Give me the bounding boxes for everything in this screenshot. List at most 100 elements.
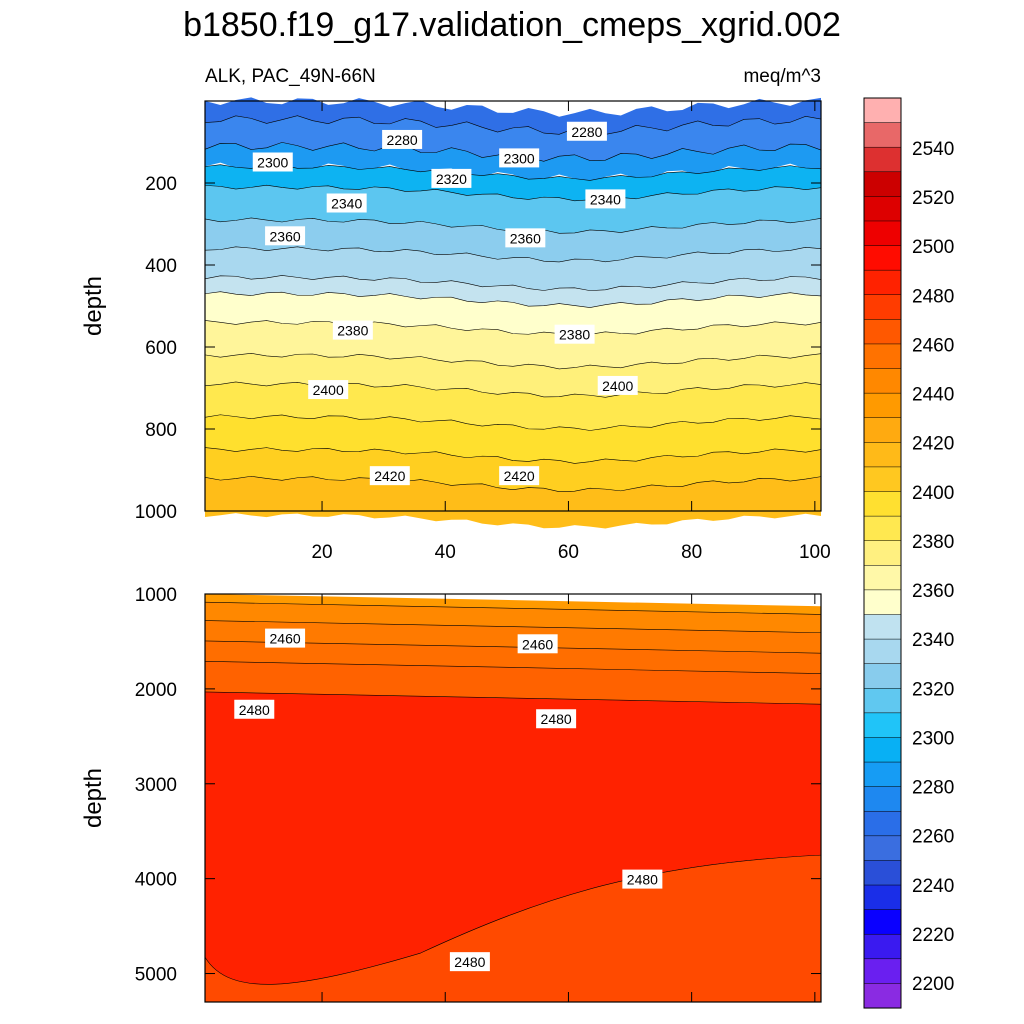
- colorbar-label: 2380: [912, 532, 954, 553]
- contour-label-text: 2280: [571, 124, 602, 140]
- lower-y-axis-label: depth: [80, 768, 107, 828]
- contour-label-text: 2320: [436, 171, 467, 187]
- contour-label-text: 2300: [504, 150, 535, 166]
- contour-label: 2400: [308, 380, 349, 400]
- contour-label: 2420: [369, 466, 410, 486]
- contour-label: 2280: [566, 121, 607, 141]
- contour-label: 2300: [499, 148, 540, 168]
- contour-label-text: 2460: [522, 636, 553, 652]
- contour-label-text: 2300: [257, 155, 288, 171]
- contour-label: 2400: [597, 375, 638, 395]
- colorbar-swatch: [863, 663, 902, 689]
- lower-orange-region: [205, 855, 821, 1002]
- contour-label-text: 2380: [337, 323, 368, 339]
- lower-contour-band: [205, 620, 821, 654]
- upper-contour-line: [204, 164, 822, 181]
- colorbar-label: 2280: [912, 778, 954, 799]
- contour-label: 2480: [449, 952, 490, 972]
- colorbar-label: 2460: [912, 335, 954, 356]
- upper-contour-line: [204, 291, 822, 308]
- contour-label-box: [554, 324, 595, 344]
- contour-label: 2420: [499, 466, 540, 486]
- upper-contour-line: [204, 246, 822, 263]
- contour-label-text: 2340: [590, 191, 621, 207]
- upper-contour-line: [204, 275, 822, 291]
- colorbar-swatch: [863, 786, 902, 812]
- upper-ytick-label: 400: [145, 256, 177, 277]
- upper-contour-band: [205, 291, 821, 337]
- colorbar-swatch: [863, 614, 902, 640]
- colorbar-label: 2400: [912, 483, 954, 504]
- contour-label-box: [622, 869, 663, 889]
- upper-contour-band: [205, 381, 821, 431]
- upper-contour-line: [204, 475, 822, 492]
- colorbar-swatch: [863, 122, 902, 148]
- contour-label-text: 2480: [627, 872, 658, 888]
- lower-panel: 1000 2000 3000 4000 5000 2460 2460 2480 2480 248…: [80, 585, 822, 1003]
- contour-label-box: [517, 634, 558, 654]
- lower-ytick-label: 3000: [135, 775, 177, 796]
- upper-ytick-label: 800: [145, 420, 177, 441]
- upper-contour-line: [204, 381, 822, 398]
- contour-label-box: [536, 709, 577, 729]
- lower-ytick-label: 5000: [135, 965, 177, 986]
- x-tick-label: 80: [681, 542, 702, 563]
- contour-label-box: [234, 699, 275, 719]
- colorbar-swatch: [863, 417, 902, 443]
- contour-label: 2360: [265, 226, 306, 246]
- upper-contour-band: [205, 476, 821, 529]
- colorbar-label: 2240: [912, 876, 954, 897]
- contour-label: 2280: [382, 129, 423, 149]
- contour-label-text: 2340: [331, 196, 362, 212]
- contour-label-box: [566, 121, 607, 141]
- contour-label-text: 2420: [504, 468, 535, 484]
- lower-contour-band: [205, 640, 821, 674]
- contour-label-box: [265, 226, 306, 246]
- colorbar-swatch: [863, 319, 902, 345]
- x-tick-label: 20: [311, 542, 332, 563]
- upper-contour-band: [205, 164, 821, 201]
- contour-label-box: [265, 628, 306, 648]
- colorbar-swatch: [863, 368, 902, 394]
- lower-contour-band: [205, 594, 821, 615]
- colorbar-swatch: [863, 761, 902, 788]
- colorbar-swatch: [863, 196, 902, 222]
- colorbar-swatch: [863, 589, 902, 616]
- upper-ytick-label: 200: [145, 174, 177, 195]
- colorbar-swatch: [863, 933, 902, 960]
- upper-plot-frame: [204, 100, 822, 512]
- contour-label: 2340: [326, 193, 367, 213]
- chart-title: b1850.f19_g17.validation_cmeps_xgrid.002: [183, 6, 841, 44]
- lower-contour-line: [204, 854, 822, 985]
- colorbar-swatch: [863, 860, 902, 886]
- contour-label-box: [369, 466, 410, 486]
- colorbar-swatch: [863, 343, 902, 370]
- colorbar-swatch: [863, 466, 902, 493]
- contour-label-text: 2480: [454, 954, 485, 970]
- upper-ytick-label: 600: [145, 338, 177, 359]
- contour-label: 2380: [554, 324, 595, 344]
- contour-label-box: [252, 152, 293, 172]
- contour-label-text: 2400: [602, 378, 633, 394]
- contour-label-text: 2480: [541, 711, 572, 727]
- colorbar-swatch: [863, 810, 902, 837]
- upper-contour-line: [204, 447, 822, 464]
- contour-label-text: 2420: [374, 468, 405, 484]
- colorbar-swatch: [863, 491, 902, 517]
- colorbar: 2200 2220 2240 2260 2280 2300 2320 2340 2360 2380…: [863, 97, 954, 1009]
- colorbar-frame: [863, 97, 902, 1009]
- contour-label-box: [449, 952, 490, 972]
- upper-contour-line: [204, 115, 822, 135]
- contour-label-text: 2400: [313, 382, 344, 398]
- lower-ytick-label: 1000: [135, 585, 177, 606]
- contour-label: 2300: [252, 152, 293, 172]
- upper-contour-band: [205, 97, 821, 135]
- colorbar-label: 2500: [912, 237, 954, 258]
- contour-label-text: 2280: [387, 132, 418, 148]
- upper-contour-band: [205, 353, 821, 398]
- lower-contour-band: [205, 602, 821, 633]
- lower-contour-band: [205, 661, 821, 705]
- contour-label-box: [382, 129, 423, 149]
- colorbar-swatch: [863, 146, 902, 173]
- colorbar-swatch: [863, 712, 902, 739]
